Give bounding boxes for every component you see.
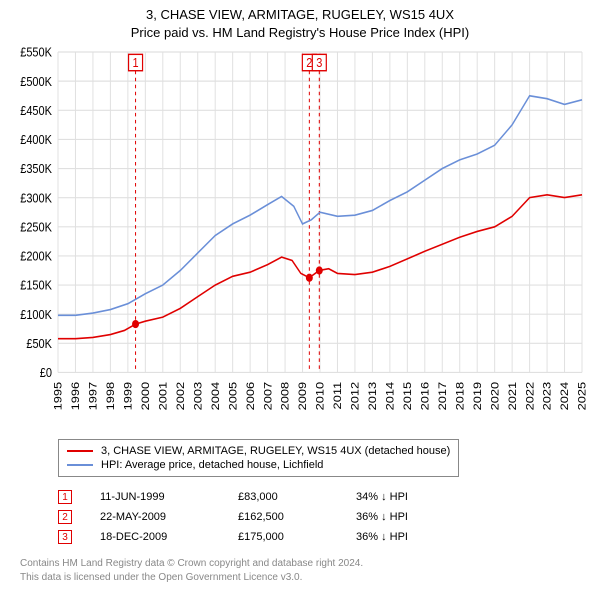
svg-text:2004: 2004 xyxy=(209,382,222,411)
transaction-price: £162,500 xyxy=(238,511,328,523)
svg-text:2006: 2006 xyxy=(244,382,257,411)
svg-text:1999: 1999 xyxy=(121,382,134,411)
transaction-date: 22-MAY-2009 xyxy=(100,511,210,523)
svg-text:2021: 2021 xyxy=(506,382,519,411)
svg-text:2003: 2003 xyxy=(191,382,204,411)
svg-text:£350K: £350K xyxy=(20,161,52,176)
transaction-price: £83,000 xyxy=(238,491,328,503)
legend-swatch xyxy=(67,464,93,466)
svg-text:2008: 2008 xyxy=(279,382,292,411)
svg-text:£250K: £250K xyxy=(20,220,52,235)
attribution: Contains HM Land Registry data © Crown c… xyxy=(20,557,590,584)
svg-text:2017: 2017 xyxy=(436,382,449,411)
svg-text:1: 1 xyxy=(132,55,138,70)
legend-swatch xyxy=(67,450,93,452)
svg-text:£550K: £550K xyxy=(20,45,52,60)
svg-text:2019: 2019 xyxy=(471,382,484,411)
svg-text:2005: 2005 xyxy=(226,382,239,411)
svg-text:2015: 2015 xyxy=(401,382,414,411)
svg-text:£0: £0 xyxy=(40,365,53,380)
attribution-line: Contains HM Land Registry data © Crown c… xyxy=(20,557,590,571)
svg-text:£450K: £450K xyxy=(20,103,52,118)
svg-text:1995: 1995 xyxy=(52,382,65,411)
transaction-row: 3 18-DEC-2009 £175,000 36% ↓ HPI xyxy=(58,527,590,547)
transaction-row: 2 22-MAY-2009 £162,500 36% ↓ HPI xyxy=(58,507,590,527)
transaction-date: 18-DEC-2009 xyxy=(100,531,210,543)
svg-text:2025: 2025 xyxy=(576,382,589,411)
attribution-line: This data is licensed under the Open Gov… xyxy=(20,571,590,585)
svg-text:2000: 2000 xyxy=(139,382,152,411)
svg-text:2014: 2014 xyxy=(383,382,396,411)
legend-label: 3, CHASE VIEW, ARMITAGE, RUGELEY, WS15 4… xyxy=(101,445,450,457)
svg-text:2001: 2001 xyxy=(156,382,169,411)
svg-text:1998: 1998 xyxy=(104,382,117,411)
svg-text:1996: 1996 xyxy=(69,382,82,411)
transaction-row: 1 11-JUN-1999 £83,000 34% ↓ HPI xyxy=(58,487,590,507)
transaction-badge: 1 xyxy=(58,490,72,504)
svg-text:£300K: £300K xyxy=(20,191,52,206)
svg-text:2020: 2020 xyxy=(488,382,501,411)
title-address: 3, CHASE VIEW, ARMITAGE, RUGELEY, WS15 4… xyxy=(10,6,590,24)
svg-text:2011: 2011 xyxy=(331,382,344,410)
svg-text:£50K: £50K xyxy=(26,336,52,351)
transaction-badge: 3 xyxy=(58,530,72,544)
svg-text:2009: 2009 xyxy=(296,382,309,411)
svg-text:2007: 2007 xyxy=(261,382,274,411)
svg-text:1997: 1997 xyxy=(86,382,99,411)
transaction-date: 11-JUN-1999 xyxy=(100,491,210,503)
svg-text:2024: 2024 xyxy=(558,382,571,411)
transaction-hpi-delta: 36% ↓ HPI xyxy=(356,511,408,523)
svg-text:£150K: £150K xyxy=(20,278,52,293)
transaction-badge: 2 xyxy=(58,510,72,524)
svg-text:2022: 2022 xyxy=(523,382,536,411)
price-chart: £0 £50K £100K £150K £200K £250K £300K £350K £400… xyxy=(10,45,590,431)
transaction-hpi-delta: 36% ↓ HPI xyxy=(356,531,408,543)
svg-text:£500K: £500K xyxy=(20,74,52,89)
svg-text:2002: 2002 xyxy=(174,382,187,411)
svg-text:2023: 2023 xyxy=(541,382,554,411)
svg-text:3: 3 xyxy=(316,55,322,70)
svg-text:2013: 2013 xyxy=(366,382,379,411)
legend: 3, CHASE VIEW, ARMITAGE, RUGELEY, WS15 4… xyxy=(58,439,459,477)
legend-row: HPI: Average price, detached house, Lich… xyxy=(67,458,450,472)
svg-text:2010: 2010 xyxy=(314,382,327,411)
title-subtitle: Price paid vs. HM Land Registry's House … xyxy=(10,24,590,42)
transaction-hpi-delta: 34% ↓ HPI xyxy=(356,491,408,503)
transaction-price: £175,000 xyxy=(238,531,328,543)
svg-text:2012: 2012 xyxy=(348,382,361,411)
svg-text:£100K: £100K xyxy=(20,307,52,322)
legend-label: HPI: Average price, detached house, Lich… xyxy=(101,459,323,471)
svg-text:£400K: £400K xyxy=(20,132,52,147)
svg-text:2016: 2016 xyxy=(418,382,431,411)
svg-text:£200K: £200K xyxy=(20,249,52,264)
svg-text:2018: 2018 xyxy=(453,382,466,411)
legend-row: 3, CHASE VIEW, ARMITAGE, RUGELEY, WS15 4… xyxy=(67,444,450,458)
transactions-table: 1 11-JUN-1999 £83,000 34% ↓ HPI 2 22-MAY-2009… xyxy=(58,487,590,547)
chart-titles: 3, CHASE VIEW, ARMITAGE, RUGELEY, WS15 4… xyxy=(10,6,590,41)
